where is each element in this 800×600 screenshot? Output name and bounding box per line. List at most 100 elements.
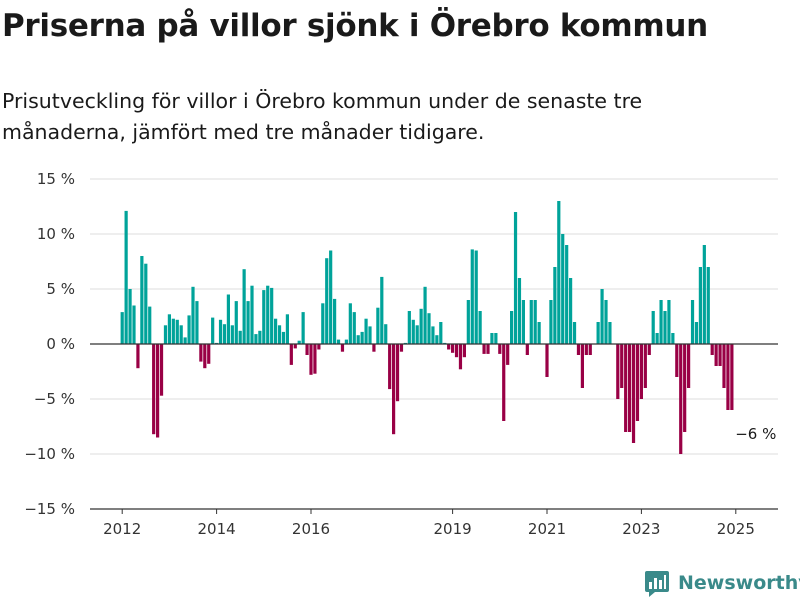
bar <box>722 344 726 388</box>
bar <box>384 324 388 344</box>
bar <box>671 333 675 344</box>
bar <box>356 335 360 344</box>
bar <box>490 333 494 344</box>
bar <box>687 344 691 388</box>
bar <box>211 317 215 344</box>
bar <box>364 318 368 344</box>
bar <box>222 324 227 344</box>
bar <box>683 344 687 432</box>
bar <box>392 344 396 435</box>
bar <box>667 300 671 344</box>
bar <box>293 344 297 349</box>
bar <box>498 344 502 354</box>
bars <box>120 201 734 454</box>
bar <box>643 344 647 388</box>
bar <box>305 344 309 355</box>
bar <box>655 333 659 344</box>
bar <box>266 285 270 344</box>
bar <box>533 300 537 344</box>
bar <box>352 312 356 344</box>
x-tick-label: 2023 <box>622 520 660 538</box>
axes: 15 % 10 % 5 % 0 % −5 % −10 % −15 % 2012 2014 2016… <box>24 170 778 538</box>
y-tick-label: 5 % <box>46 280 75 298</box>
y-tick-label: 10 % <box>37 225 75 243</box>
bar <box>124 210 128 344</box>
y-tick-label: −5 % <box>34 390 75 408</box>
bar <box>553 267 557 344</box>
bar <box>651 311 655 344</box>
bar <box>616 344 620 399</box>
bar <box>698 267 702 344</box>
bar <box>584 344 588 355</box>
bar <box>340 344 345 352</box>
bar <box>163 325 168 344</box>
bar <box>726 344 730 410</box>
bar <box>415 325 419 344</box>
bar <box>529 300 533 344</box>
bar <box>191 286 195 344</box>
bar <box>466 300 470 344</box>
bar <box>329 250 333 344</box>
bar <box>439 322 443 344</box>
bar <box>679 344 683 454</box>
bar <box>289 344 293 365</box>
x-tick-label: 2019 <box>434 520 472 538</box>
bar <box>486 344 490 354</box>
bar <box>427 313 431 344</box>
bar <box>203 344 207 369</box>
bar-chart-logo-icon <box>645 571 669 597</box>
bar <box>706 267 710 344</box>
bar <box>447 344 451 350</box>
bar <box>608 322 612 344</box>
bar <box>718 344 722 366</box>
bar <box>451 344 455 353</box>
bar <box>388 344 392 390</box>
bar <box>368 326 372 344</box>
bar <box>159 344 164 396</box>
bar <box>250 285 254 344</box>
bar <box>659 300 663 344</box>
bar <box>561 234 565 344</box>
bar <box>411 319 415 344</box>
bar <box>376 307 380 344</box>
bar <box>128 289 132 344</box>
bar <box>325 258 329 344</box>
chart-subtitle: Prisutveckling för villor i Örebro kommu… <box>2 89 643 144</box>
bar <box>152 344 156 435</box>
bar <box>647 344 651 355</box>
bar <box>502 344 506 421</box>
bar <box>565 245 569 344</box>
bar <box>506 344 510 365</box>
bar <box>132 305 136 344</box>
bar <box>525 344 529 355</box>
bar <box>380 276 384 344</box>
bar <box>675 344 679 377</box>
bar <box>395 344 400 402</box>
bar <box>336 339 341 344</box>
bar <box>572 322 577 344</box>
bar <box>360 331 364 344</box>
bar <box>309 344 313 375</box>
bar <box>136 344 140 369</box>
bar <box>600 289 604 344</box>
y-tick-label: −10 % <box>24 445 75 463</box>
bar <box>521 300 525 344</box>
bar <box>234 301 238 344</box>
bar <box>218 319 223 344</box>
y-tick-label: −15 % <box>24 500 75 518</box>
bar <box>199 344 203 362</box>
bar <box>313 344 317 374</box>
bar <box>207 344 211 364</box>
bar <box>238 330 242 344</box>
bar <box>470 249 474 344</box>
bar <box>474 250 478 344</box>
bar <box>242 269 246 344</box>
bar <box>120 312 124 344</box>
bar <box>179 325 183 344</box>
bar <box>285 314 289 344</box>
bar <box>246 301 250 344</box>
bar <box>277 325 282 344</box>
bar <box>148 306 152 344</box>
gridlines <box>90 178 778 455</box>
bar <box>620 344 624 388</box>
